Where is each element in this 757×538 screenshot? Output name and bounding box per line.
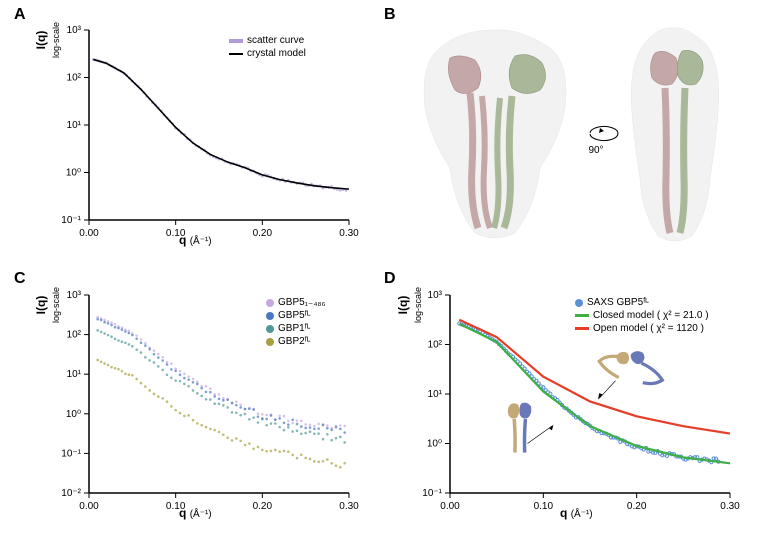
- svg-text:10²: 10²: [428, 340, 443, 351]
- panel-c-xlabel: q (Å⁻¹): [179, 506, 212, 520]
- panel-d-label: D: [384, 270, 396, 288]
- rotation-label: 90°: [588, 145, 603, 156]
- svg-text:0.20: 0.20: [253, 501, 273, 512]
- svg-text:10¹: 10¹: [67, 120, 82, 131]
- panel-a-legend: scatter curve crystal model: [229, 35, 306, 61]
- svg-text:10⁰: 10⁰: [427, 439, 442, 450]
- svg-text:10⁻²: 10⁻²: [61, 488, 81, 499]
- svg-text:10²: 10²: [67, 73, 82, 84]
- svg-text:0.30: 0.30: [339, 501, 359, 512]
- svg-text:10³: 10³: [428, 290, 443, 301]
- panel-d-legend: SAXS GBP5ᶠᴸ Closed model ( χ² = 21.0 ) O…: [575, 297, 709, 336]
- closed-model-icon: [508, 403, 554, 453]
- open-model-icon: [598, 351, 662, 399]
- svg-text:10³: 10³: [67, 290, 82, 301]
- panel-b-structure: 90°: [400, 18, 740, 253]
- svg-text:10³: 10³: [67, 25, 82, 36]
- panel-d-ylabel: I(q)log-scale: [396, 250, 424, 360]
- panel-c-ylabel: I(q)log-scale: [34, 250, 62, 360]
- panel-b-label: B: [384, 6, 396, 24]
- panel-c-chart: 0.000.100.200.3010⁻²10⁻¹10⁰10¹10²10³ I(q…: [34, 285, 364, 525]
- svg-text:10¹: 10¹: [67, 369, 82, 380]
- svg-text:0.00: 0.00: [79, 501, 99, 512]
- svg-text:10⁰: 10⁰: [66, 168, 81, 179]
- panel-a-label: A: [14, 6, 26, 24]
- svg-text:0.20: 0.20: [253, 228, 273, 239]
- panel-a-ylabel: I(q)log-scale: [34, 0, 62, 90]
- svg-text:0.20: 0.20: [627, 501, 647, 512]
- panel-d-chart: 0.000.100.200.3010⁻¹10⁰10¹10²10³ I(q)log…: [400, 285, 745, 525]
- svg-text:0.10: 0.10: [534, 501, 554, 512]
- svg-text:10²: 10²: [67, 330, 82, 341]
- svg-text:10⁻¹: 10⁻¹: [61, 448, 81, 459]
- panel-d-xlabel: q (Å⁻¹): [560, 506, 593, 520]
- panel-a-chart: 0.000.100.200.3010⁻¹10⁰10¹10²10³ I(q)log…: [34, 20, 364, 250]
- svg-text:0.30: 0.30: [339, 228, 359, 239]
- svg-text:0.30: 0.30: [720, 501, 740, 512]
- panel-c-label: C: [14, 270, 26, 288]
- svg-text:10⁻¹: 10⁻¹: [61, 215, 81, 226]
- svg-text:10¹: 10¹: [428, 389, 443, 400]
- panel-a-xlabel: q (Å⁻¹): [179, 233, 212, 247]
- rotation-icon: [590, 127, 618, 141]
- svg-text:10⁻¹: 10⁻¹: [422, 488, 442, 499]
- svg-text:0.00: 0.00: [440, 501, 460, 512]
- panel-c-legend: GBP5₁₋₄₈₆ GBP5ᶠᴸ GBP1ᶠᴸ GBP2ᶠᴸ: [266, 297, 326, 349]
- svg-text:0.00: 0.00: [79, 228, 99, 239]
- svg-text:10⁰: 10⁰: [66, 409, 81, 420]
